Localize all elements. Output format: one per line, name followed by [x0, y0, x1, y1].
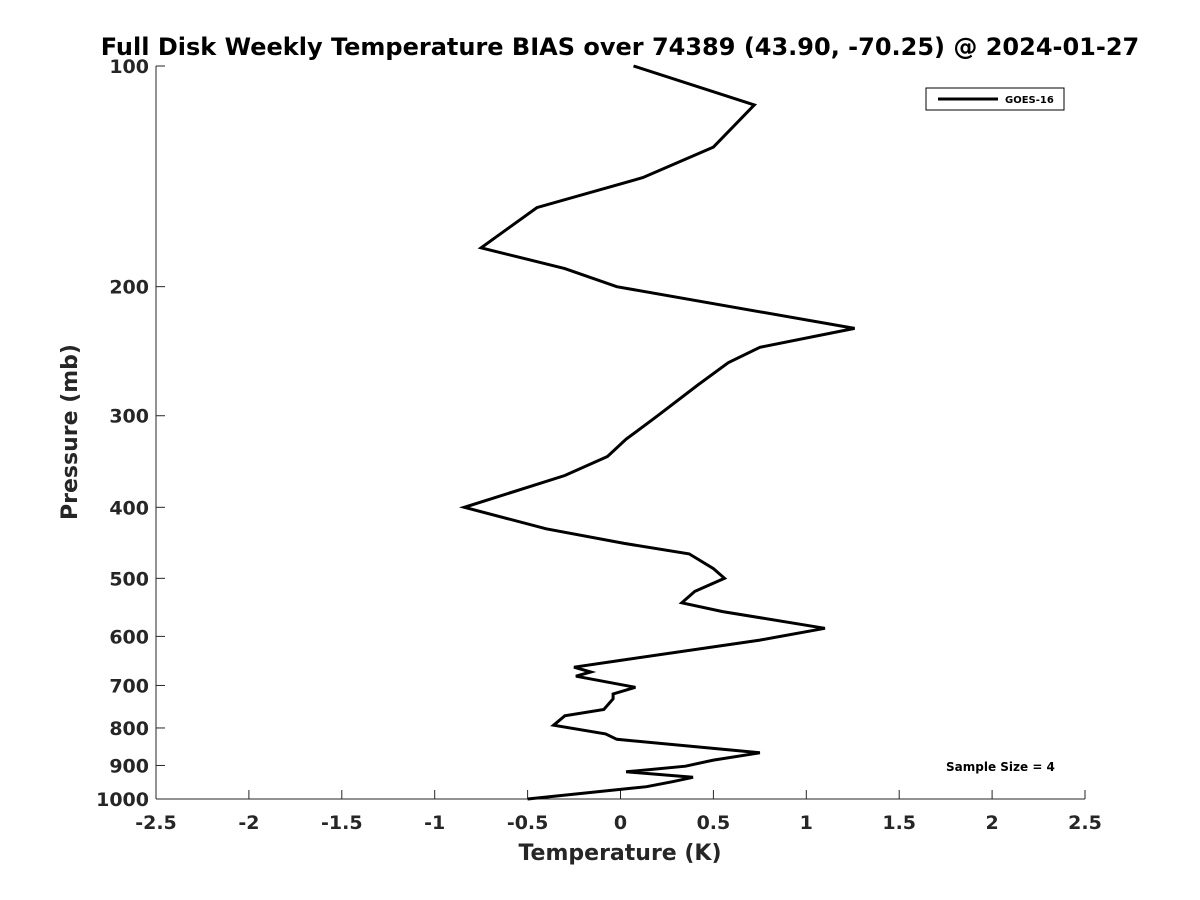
series-layer: [459, 64, 855, 801]
x-tick-label: -2: [238, 812, 259, 834]
x-tick-label: 0: [614, 812, 627, 834]
x-tick-label: 0.5: [697, 812, 731, 834]
x-tick-label: -1: [424, 812, 445, 834]
x-tick-label: -1.5: [321, 812, 363, 834]
y-tick-label: 400: [109, 497, 149, 519]
x-ticks: -2.5 -2 -1.5 -1 -0.5 0 0.5 1 1.5 2 2.5: [135, 790, 1102, 834]
y-tick-label: 100: [109, 56, 149, 78]
x-tick-label: 2: [985, 812, 998, 834]
legend-label-goes16: GOES-16: [1005, 95, 1054, 106]
plot-area: -2.5 -2 -1.5 -1 -0.5 0 0.5 1 1.5 2 2.5 100 200 300 40…: [96, 56, 1102, 834]
series-line-goes-16: [459, 64, 855, 801]
y-tick-label: 300: [109, 406, 149, 428]
y-axis-label: Pressure (mb): [58, 344, 83, 520]
x-tick-label: 1.5: [882, 812, 916, 834]
y-tick-label: 500: [109, 568, 149, 590]
y-tick-label: 600: [109, 626, 149, 648]
y-tick-label: 700: [109, 675, 149, 697]
chart-title: Full Disk Weekly Temperature BIAS over 7…: [101, 33, 1140, 61]
x-axis-label: Temperature (K): [518, 841, 721, 866]
legend: GOES-16: [925, 87, 1065, 111]
y-tick-label: 200: [109, 277, 149, 299]
x-tick-label: 1: [800, 812, 813, 834]
y-ticks: 100 200 300 400 500 600 700 800 900 1000: [96, 56, 165, 811]
y-tick-label: 1000: [96, 789, 149, 811]
y-tick-label: 900: [109, 755, 149, 777]
y-tick-label: 800: [109, 718, 149, 740]
sample-size-annotation: Sample Size = 4: [946, 760, 1055, 774]
x-tick-label: 2.5: [1068, 812, 1102, 834]
x-tick-label: -2.5: [135, 812, 177, 834]
x-tick-label: -0.5: [507, 812, 549, 834]
